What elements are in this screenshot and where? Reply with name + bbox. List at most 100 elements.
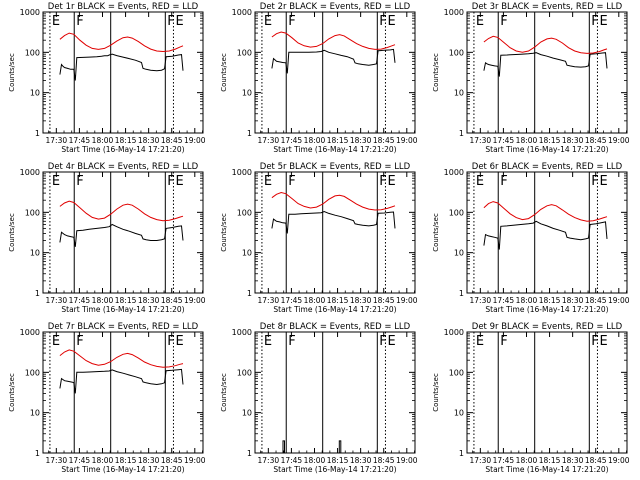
x-tick-label: 17:30: [470, 456, 492, 465]
y-tick-label: 100: [237, 368, 252, 377]
x-tick-label: 17:45: [281, 296, 303, 305]
x-tick-label: 18:30: [562, 456, 584, 465]
x-tick-label: 18:45: [161, 296, 183, 305]
y-axis-label: Counts/sec: [432, 53, 440, 92]
y-tick-label: 1000: [444, 168, 464, 177]
x-tick-label: 18:00: [304, 296, 326, 305]
x-tick-label: 19:00: [184, 456, 206, 465]
y-axis-label: Counts/sec: [8, 373, 16, 412]
marker-label: F: [379, 174, 386, 189]
x-tick-label: 18:00: [92, 456, 114, 465]
x-tick-label: 18:30: [350, 296, 372, 305]
panel-title: Det 1r BLACK = Events, RED = LLD: [48, 2, 199, 12]
panel-title: Det 3r BLACK = Events, RED = LLD: [472, 2, 623, 12]
x-tick-label: 19:00: [396, 296, 418, 305]
marker-label: F: [591, 174, 598, 189]
marker-label: E: [599, 14, 607, 29]
detector-panel-3: Det 3r BLACK = Events, RED = LLD Counts/s…: [432, 2, 630, 154]
panel-title: Det 5r BLACK = Events, RED = LLD: [260, 162, 411, 172]
marker-label: E: [52, 174, 60, 189]
y-axis-label: Counts/sec: [432, 213, 440, 252]
marker-label: F: [379, 14, 386, 29]
x-tick-label: 18:00: [304, 136, 326, 145]
y-tick-label: 10: [30, 409, 40, 418]
events-series-line: [282, 440, 342, 454]
marker-label: E: [387, 334, 395, 349]
y-tick-label: 100: [25, 48, 40, 57]
events-series-line: [271, 48, 396, 74]
marker-label: F: [76, 14, 83, 29]
x-tick-label: 18:45: [373, 296, 395, 305]
x-axis-label: Start Time (16-May-14 17:21:20): [485, 465, 608, 474]
marker-label: E: [175, 174, 183, 189]
y-axis-label: Counts/sec: [220, 213, 228, 252]
x-tick-label: 18:15: [115, 296, 137, 305]
x-tick-label: 18:15: [327, 456, 349, 465]
marker-label: F: [288, 174, 295, 189]
x-axis-label: Start Time (16-May-14 17:21:20): [273, 145, 396, 154]
y-tick-label: 1000: [444, 8, 464, 17]
marker-label: F: [76, 334, 83, 349]
y-tick-label: 1000: [444, 328, 464, 337]
x-tick-label: 18:30: [350, 456, 372, 465]
marker-label: E: [52, 14, 60, 29]
x-tick-label: 18:15: [115, 136, 137, 145]
panel-title: Det 9r BLACK = Events, RED = LLD: [472, 322, 623, 332]
x-tick-label: 17:45: [281, 456, 303, 465]
marker-label: F: [500, 14, 507, 29]
x-axis-label: Start Time (16-May-14 17:21:20): [273, 305, 396, 314]
y-axis-label: Counts/sec: [8, 213, 16, 252]
marker-label: F: [591, 14, 598, 29]
panel-title: Det 8r BLACK = Events, RED = LLD: [260, 322, 411, 332]
events-series-line: [271, 210, 396, 234]
y-tick-label: 10: [30, 89, 40, 98]
x-tick-label: 19:00: [184, 136, 206, 145]
y-tick-label: 1000: [232, 168, 252, 177]
marker-label: F: [500, 174, 507, 189]
y-tick-label: 1: [459, 449, 464, 458]
x-tick-label: 18:45: [373, 136, 395, 145]
panel-title: Det 7r BLACK = Events, RED = LLD: [48, 322, 199, 332]
detector-panel-2: Det 2r BLACK = Events, RED = LLD Counts/s…: [220, 2, 418, 154]
x-tick-label: 18:30: [562, 296, 584, 305]
y-tick-label: 1: [247, 289, 252, 298]
y-axis-label: Counts/sec: [220, 373, 228, 412]
x-tick-label: 17:45: [493, 296, 515, 305]
detector-panel-5: Det 5r BLACK = Events, RED = LLD Counts/s…: [220, 162, 418, 314]
x-tick-label: 17:45: [69, 456, 91, 465]
x-tick-label: 18:45: [373, 456, 395, 465]
marker-label: E: [476, 334, 484, 349]
plot-frame: [254, 11, 416, 134]
x-tick-label: 17:30: [46, 296, 68, 305]
detector-panel-8: Det 8r BLACK = Events, RED = LLD Counts/s…: [220, 322, 418, 474]
plot-frame: [42, 11, 204, 134]
marker-label: E: [52, 334, 60, 349]
y-tick-label: 1: [247, 129, 252, 138]
marker-label: E: [476, 14, 484, 29]
y-tick-label: 100: [237, 208, 252, 217]
x-tick-label: 18:45: [585, 456, 607, 465]
y-tick-label: 1: [247, 449, 252, 458]
lld-series-line: [59, 200, 184, 222]
x-tick-label: 18:00: [516, 296, 538, 305]
marker-label: F: [288, 14, 295, 29]
plot-frame: [466, 331, 628, 454]
x-axis-label: Start Time (16-May-14 17:21:20): [485, 305, 608, 314]
x-tick-label: 19:00: [608, 136, 630, 145]
x-axis-label: Start Time (16-May-14 17:21:20): [61, 145, 184, 154]
x-tick-label: 17:30: [46, 456, 68, 465]
x-tick-label: 17:45: [493, 456, 515, 465]
marker-label: E: [175, 14, 183, 29]
x-axis-label: Start Time (16-May-14 17:21:20): [61, 465, 184, 474]
marker-label: F: [76, 174, 83, 189]
y-axis-label: Counts/sec: [8, 53, 16, 92]
plot-frame: [466, 171, 628, 294]
x-tick-label: 18:30: [138, 136, 160, 145]
y-tick-label: 1000: [232, 328, 252, 337]
x-tick-label: 18:00: [516, 136, 538, 145]
y-tick-label: 100: [237, 48, 252, 57]
events-series-line: [483, 52, 608, 77]
x-tick-label: 18:15: [539, 296, 561, 305]
plot-frame: [42, 331, 204, 454]
x-axis-label: Start Time (16-May-14 17:21:20): [485, 145, 608, 154]
